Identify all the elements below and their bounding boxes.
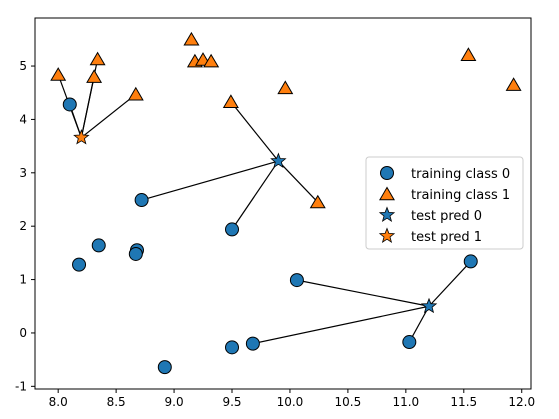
class0-point: [128, 246, 143, 261]
neighbor-line: [277, 160, 319, 203]
y-tick-label: 4: [19, 112, 27, 126]
neighbor-line: [296, 279, 430, 307]
class1-point: [505, 77, 522, 91]
y-axis: -1 0 1 2 3 4 5: [15, 59, 35, 393]
class1-point: [460, 47, 477, 61]
legend-marker: [378, 206, 396, 223]
legend-label: test pred 0: [411, 209, 482, 224]
x-tick-label: 8.5: [107, 395, 126, 409]
class0-point: [463, 254, 478, 269]
neighbor-line: [141, 160, 279, 201]
class0-point: [134, 193, 149, 208]
class1-point: [50, 67, 67, 81]
x-tick-label: 8.0: [49, 395, 68, 409]
class1-point: [309, 194, 326, 209]
class1-point: [86, 69, 103, 83]
neighbor-line: [252, 305, 430, 345]
legend-label: training class 0: [411, 167, 510, 182]
class0-point: [91, 238, 106, 253]
y-tick-label: 5: [19, 59, 27, 73]
class1-point: [89, 51, 106, 66]
class1-point: [127, 86, 144, 101]
class1-point: [277, 80, 294, 95]
neighbor-line: [230, 101, 279, 162]
test-point: [270, 152, 287, 168]
test-point: [420, 297, 438, 314]
plot-frame: [34, 17, 532, 390]
legend-marker: [380, 166, 394, 180]
legend-marker: [378, 227, 396, 244]
x-tick-label: 10.0: [277, 395, 304, 409]
class0-point: [402, 335, 417, 350]
neighbor-line: [231, 160, 279, 230]
y-tick-label: -1: [15, 379, 27, 393]
data-points: [50, 31, 522, 375]
y-tick-label: 2: [19, 219, 27, 233]
y-tick-label: 0: [19, 326, 27, 340]
x-tick-label: 11.0: [392, 395, 419, 409]
legend-marker: [379, 186, 395, 201]
neighbor-lines: [57, 58, 472, 345]
class1-point: [222, 94, 239, 108]
class0-point: [62, 97, 77, 112]
x-axis: 8.0 8.5 9.0 9.5 10.0 10.5 11.0 11.5 12.0: [49, 389, 535, 409]
legend-label: training class 1: [411, 188, 510, 203]
legend: training class 0 training class 1 test pre…: [365, 156, 524, 250]
class0-point: [157, 360, 172, 375]
class1-point: [183, 31, 200, 46]
legend-label: test pred 1: [411, 230, 482, 245]
class0-point: [225, 222, 240, 237]
neighbor-line: [428, 261, 472, 307]
class0-point: [245, 336, 260, 351]
class1-point: [203, 53, 220, 68]
class0-point: [289, 273, 304, 288]
x-tick-label: 9.0: [165, 395, 184, 409]
class0-point: [225, 340, 240, 355]
x-tick-label: 10.5: [335, 395, 362, 409]
legend-box: [365, 156, 524, 250]
x-tick-label: 9.5: [222, 395, 241, 409]
y-tick-label: 1: [19, 273, 27, 287]
x-tick-label: 11.5: [450, 395, 477, 409]
legend-entries: training class 0 training class 1 test pre…: [378, 166, 510, 245]
neighbor-line: [80, 93, 137, 139]
y-tick-label: 3: [19, 166, 27, 180]
class0-point: [72, 257, 87, 272]
x-tick-label: 12.0: [508, 395, 535, 409]
test-point: [73, 128, 90, 145]
